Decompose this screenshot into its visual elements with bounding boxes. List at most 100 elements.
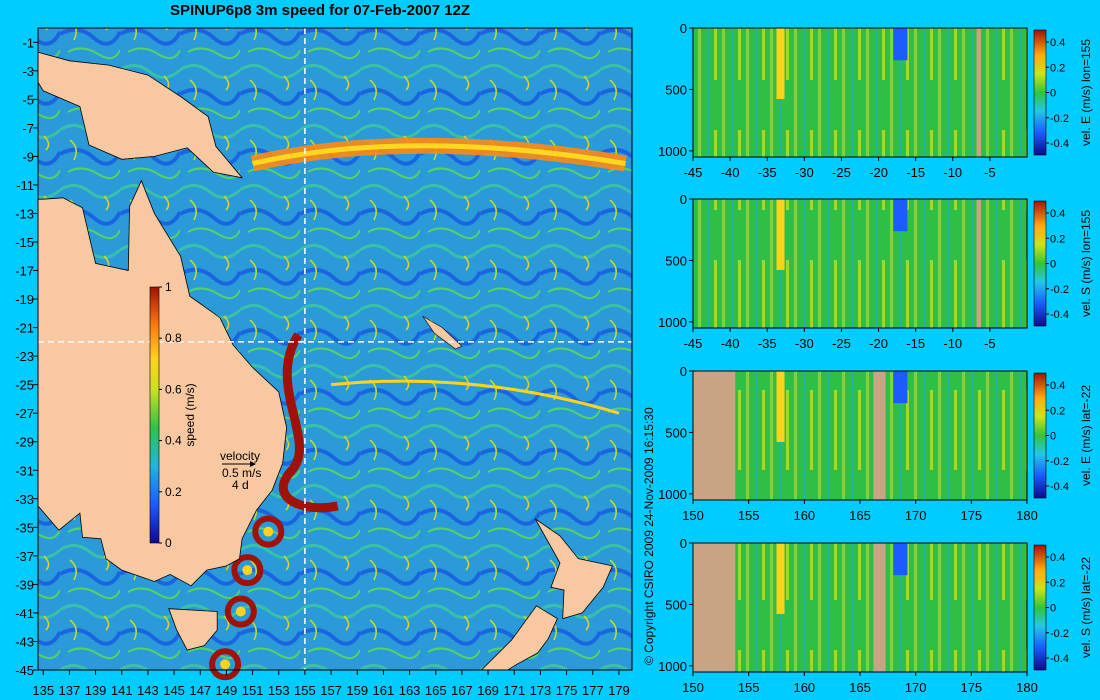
section-colorbar-tick-label: 0.4 — [1050, 37, 1065, 49]
section-y-tick-label: 0 — [680, 21, 687, 36]
eddy-core-3 — [220, 659, 231, 670]
map-x-tick-label: 169 — [477, 683, 499, 698]
speed-colorbar — [149, 286, 160, 544]
section-y-tick-label: 1000 — [658, 487, 687, 502]
section-land-3-0 — [693, 543, 736, 672]
map-y-tick-label: -41 — [15, 606, 34, 621]
section-land-3-1 — [873, 543, 886, 672]
section-x-tick-label: 165 — [849, 508, 871, 523]
section-x-tick-label: -45 — [684, 165, 703, 180]
section-x-tick-label: 150 — [682, 508, 704, 523]
section-x-tick-label: -25 — [832, 165, 851, 180]
map-x-tick-label: 141 — [111, 683, 133, 698]
section-y-tick-label: 0 — [680, 364, 687, 379]
section-y-tick-label: 1000 — [658, 659, 687, 674]
eddy-core-1 — [242, 565, 253, 576]
map-x-tick-label: 153 — [268, 683, 290, 698]
section-colorbar-tick-label: -0.4 — [1050, 138, 1069, 150]
section-feature-warm-1 — [776, 199, 785, 270]
section-y-tick-label: 0 — [680, 192, 687, 207]
section-x-tick-label: 160 — [793, 508, 815, 523]
section-y-tick-label: 500 — [665, 597, 687, 612]
section-x-tick-label: 170 — [905, 508, 927, 523]
section-colorbar-tick-label: 0.2 — [1050, 62, 1065, 74]
map-x-tick-label: 163 — [399, 683, 421, 698]
section-colorbar-tick-label: 0.2 — [1050, 405, 1065, 417]
section-x-tick-label: -10 — [943, 165, 962, 180]
section-colorbar-tick-label: 0.4 — [1050, 552, 1065, 564]
map-y-tick-label: -27 — [15, 406, 34, 421]
section-colorbar-label: vel. S (m/s) lon=155 — [1079, 210, 1093, 317]
section-colorbar-tick-label: 0 — [1050, 431, 1056, 443]
map-y-tick-label: -33 — [15, 492, 34, 507]
map-y-tick-label: -13 — [15, 206, 34, 221]
copyright-note: © Copyright CSIRO 2009 24-Nov-2009 16:15… — [642, 407, 656, 665]
map-y-tick-label: -9 — [22, 149, 34, 164]
section-x-tick-label: -30 — [795, 165, 814, 180]
section-feature-warm-2 — [776, 371, 785, 442]
map-y-tick-label: -11 — [16, 178, 34, 193]
speed-colorbar-tick-label: 0.8 — [165, 331, 182, 345]
section-x-tick-label: -25 — [832, 336, 851, 351]
australia-land — [37, 179, 288, 587]
section-frame-0 — [692, 27, 1028, 158]
map-x-tick-label: 149 — [216, 683, 238, 698]
new-zealand-south-land — [480, 605, 558, 671]
section-colorbar-1 — [1033, 200, 1047, 327]
map-x-tick-label: 165 — [425, 683, 447, 698]
section-field-2 — [693, 371, 1027, 500]
map-x-tick-label: 135 — [32, 683, 54, 698]
eddy-ring-1 — [231, 554, 264, 587]
section-y-tick-label: 1000 — [658, 315, 687, 330]
section-colorbar-3 — [1033, 544, 1047, 671]
map-y-tick-label: -21 — [15, 321, 34, 336]
map-x-tick-label: 157 — [320, 683, 342, 698]
section-colorbar-label: vel. E (m/s) lon=155 — [1079, 39, 1093, 146]
map-frame — [37, 27, 633, 671]
section-frame-1 — [692, 198, 1028, 329]
section-x-tick-label: -20 — [869, 165, 888, 180]
section-feature-warm-0 — [776, 28, 785, 99]
new-zealand-north-land — [534, 518, 613, 620]
map-y-tick-label: -7 — [22, 121, 34, 136]
section-colorbar-tick-label: 0 — [1050, 603, 1056, 615]
section-feature-cool-0 — [893, 28, 908, 61]
section-x-tick-label: -40 — [721, 165, 740, 180]
section-x-tick-label: 155 — [738, 508, 760, 523]
map-y-tick-label: -43 — [15, 634, 34, 649]
section-x-tick-label: 160 — [793, 680, 815, 695]
map-x-tick-label: 137 — [59, 683, 81, 698]
section-x-tick-label: 150 — [682, 680, 704, 695]
figure-title: SPINUP6p8 3m speed for 07-Feb-2007 12Z — [169, 2, 471, 19]
section-x-tick-label: -35 — [758, 165, 777, 180]
section-x-tick-label: -20 — [869, 336, 888, 351]
map-x-tick-label: 147 — [189, 683, 211, 698]
section-x-tick-label: 175 — [960, 508, 982, 523]
section-y-tick-label: 500 — [665, 253, 687, 268]
section-x-tick-label: 180 — [1016, 680, 1038, 695]
map-y-tick-label: -23 — [15, 349, 34, 364]
map-x-tick-label: 177 — [582, 683, 604, 698]
velocity-key-arrowhead — [250, 461, 256, 467]
speed-colorbar-tick-label: 0 — [165, 536, 172, 550]
map-y-tick-label: -25 — [15, 378, 34, 393]
map-y-tick-label: -45 — [15, 663, 34, 678]
speed-colorbar-tick-label: 0.4 — [165, 434, 182, 448]
eddy-core-2 — [235, 606, 246, 617]
map-y-tick-label: -39 — [15, 577, 34, 592]
section-colorbar-2 — [1033, 372, 1047, 499]
section-x-tick-label: 155 — [738, 680, 760, 695]
eddy-band — [330, 379, 620, 415]
section-land-2-0 — [693, 371, 736, 500]
map-y-tick-label: -29 — [15, 435, 34, 450]
new-guinea-land — [37, 51, 244, 179]
tasmania-land — [168, 608, 218, 651]
section-field-3 — [693, 543, 1027, 672]
speed-colorbar-tick-label: 0.2 — [165, 485, 182, 499]
velocity-key-label: velocity — [220, 449, 260, 463]
section-x-tick-label: 175 — [960, 680, 982, 695]
section-colorbar-label: vel. E (m/s) lat=-22 — [1079, 385, 1093, 486]
section-field-0 — [693, 28, 1027, 157]
